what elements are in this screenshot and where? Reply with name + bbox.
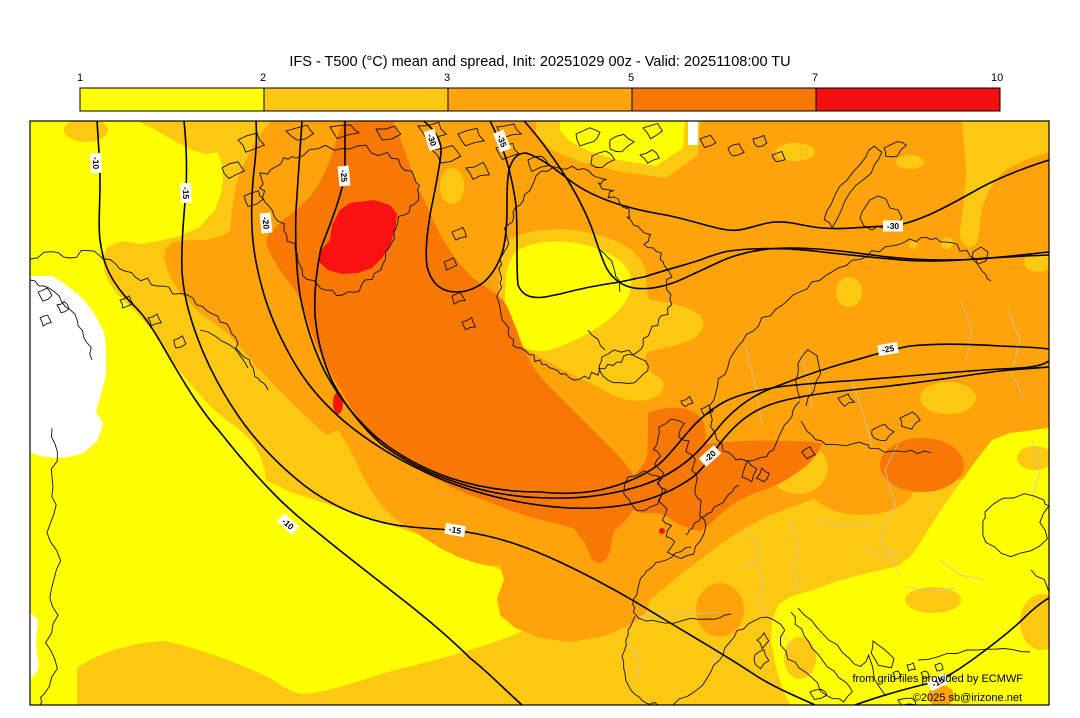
svg-text:5: 5	[628, 72, 634, 84]
svg-text:from grib files provided by EC: from grib files provided by ECMWF	[852, 673, 1023, 685]
svg-text:©2025 sb@irizone.net: ©2025 sb@irizone.net	[913, 692, 1022, 704]
svg-text:-10: -10	[91, 157, 101, 170]
svg-text:3: 3	[444, 72, 450, 84]
svg-text:-35: -35	[495, 133, 509, 148]
svg-text:IFS - T500 (°C) mean and sprea: IFS - T500 (°C) mean and spread, Init: 2…	[289, 54, 790, 70]
svg-text:2: 2	[260, 72, 266, 84]
svg-text:-30: -30	[887, 221, 900, 231]
svg-text:-25: -25	[338, 169, 349, 182]
svg-text:-25: -25	[881, 343, 895, 355]
svg-text:-15: -15	[181, 187, 191, 200]
svg-text:-20: -20	[260, 216, 271, 230]
svg-text:-30: -30	[425, 133, 438, 148]
svg-text:1: 1	[77, 72, 83, 84]
svg-text:7: 7	[812, 72, 818, 84]
svg-text:10: 10	[991, 72, 1003, 84]
svg-text:-15: -15	[448, 524, 462, 536]
